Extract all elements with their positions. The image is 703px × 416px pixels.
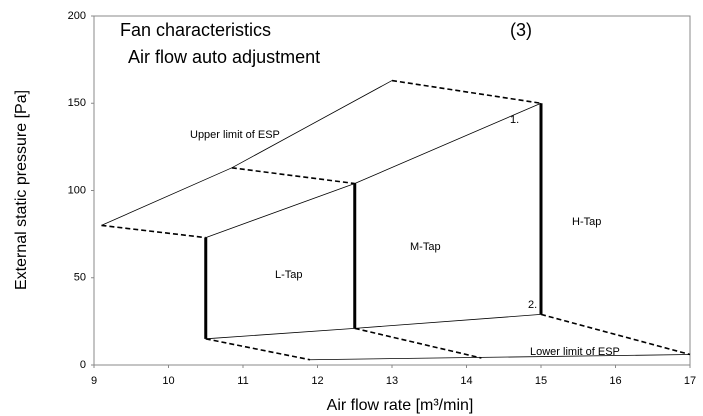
- x-tick-label: 14: [460, 375, 472, 387]
- y-tick-label: 0: [80, 359, 86, 371]
- x-tick-label: 9: [91, 375, 97, 387]
- x-axis-label: Air flow rate [m³/min]: [327, 397, 474, 414]
- annotation: Lower limit of ESP: [530, 346, 620, 358]
- x-tick-label: 15: [535, 375, 547, 387]
- y-tick-label: 100: [68, 184, 86, 196]
- y-tick-label: 150: [68, 97, 86, 109]
- line: [310, 354, 691, 361]
- x-tick-label: 10: [162, 375, 174, 387]
- line: [205, 313, 542, 340]
- x-tick-label: 12: [311, 375, 323, 387]
- x-tick-label: 11: [237, 375, 248, 387]
- x-tick-label: 13: [386, 375, 398, 387]
- line: [101, 224, 206, 239]
- annotation: L-Tap: [275, 269, 303, 281]
- line: [205, 338, 311, 361]
- y-axis-label: External static pressure [Pa]: [13, 90, 30, 290]
- annotation: Upper limit of ESP: [190, 129, 280, 141]
- line: [540, 313, 691, 356]
- line: [231, 167, 355, 185]
- annotation: 2.: [528, 299, 537, 311]
- annotation: (3): [510, 20, 532, 40]
- y-tick-label: 200: [68, 10, 86, 22]
- line: [101, 80, 393, 226]
- annotation: M-Tap: [410, 241, 441, 253]
- line: [391, 79, 542, 105]
- x-tick-label: 16: [609, 375, 621, 387]
- plot-frame: [93, 15, 691, 366]
- line: [354, 327, 482, 359]
- chart-subtitle: Air flow auto adjustment: [128, 47, 320, 67]
- chart-title: Fan characteristics: [120, 20, 271, 40]
- annotation: H-Tap: [572, 216, 601, 228]
- y-tick-label: 50: [74, 272, 86, 284]
- annotation: 1.: [510, 114, 519, 126]
- x-tick-label: 17: [684, 375, 696, 387]
